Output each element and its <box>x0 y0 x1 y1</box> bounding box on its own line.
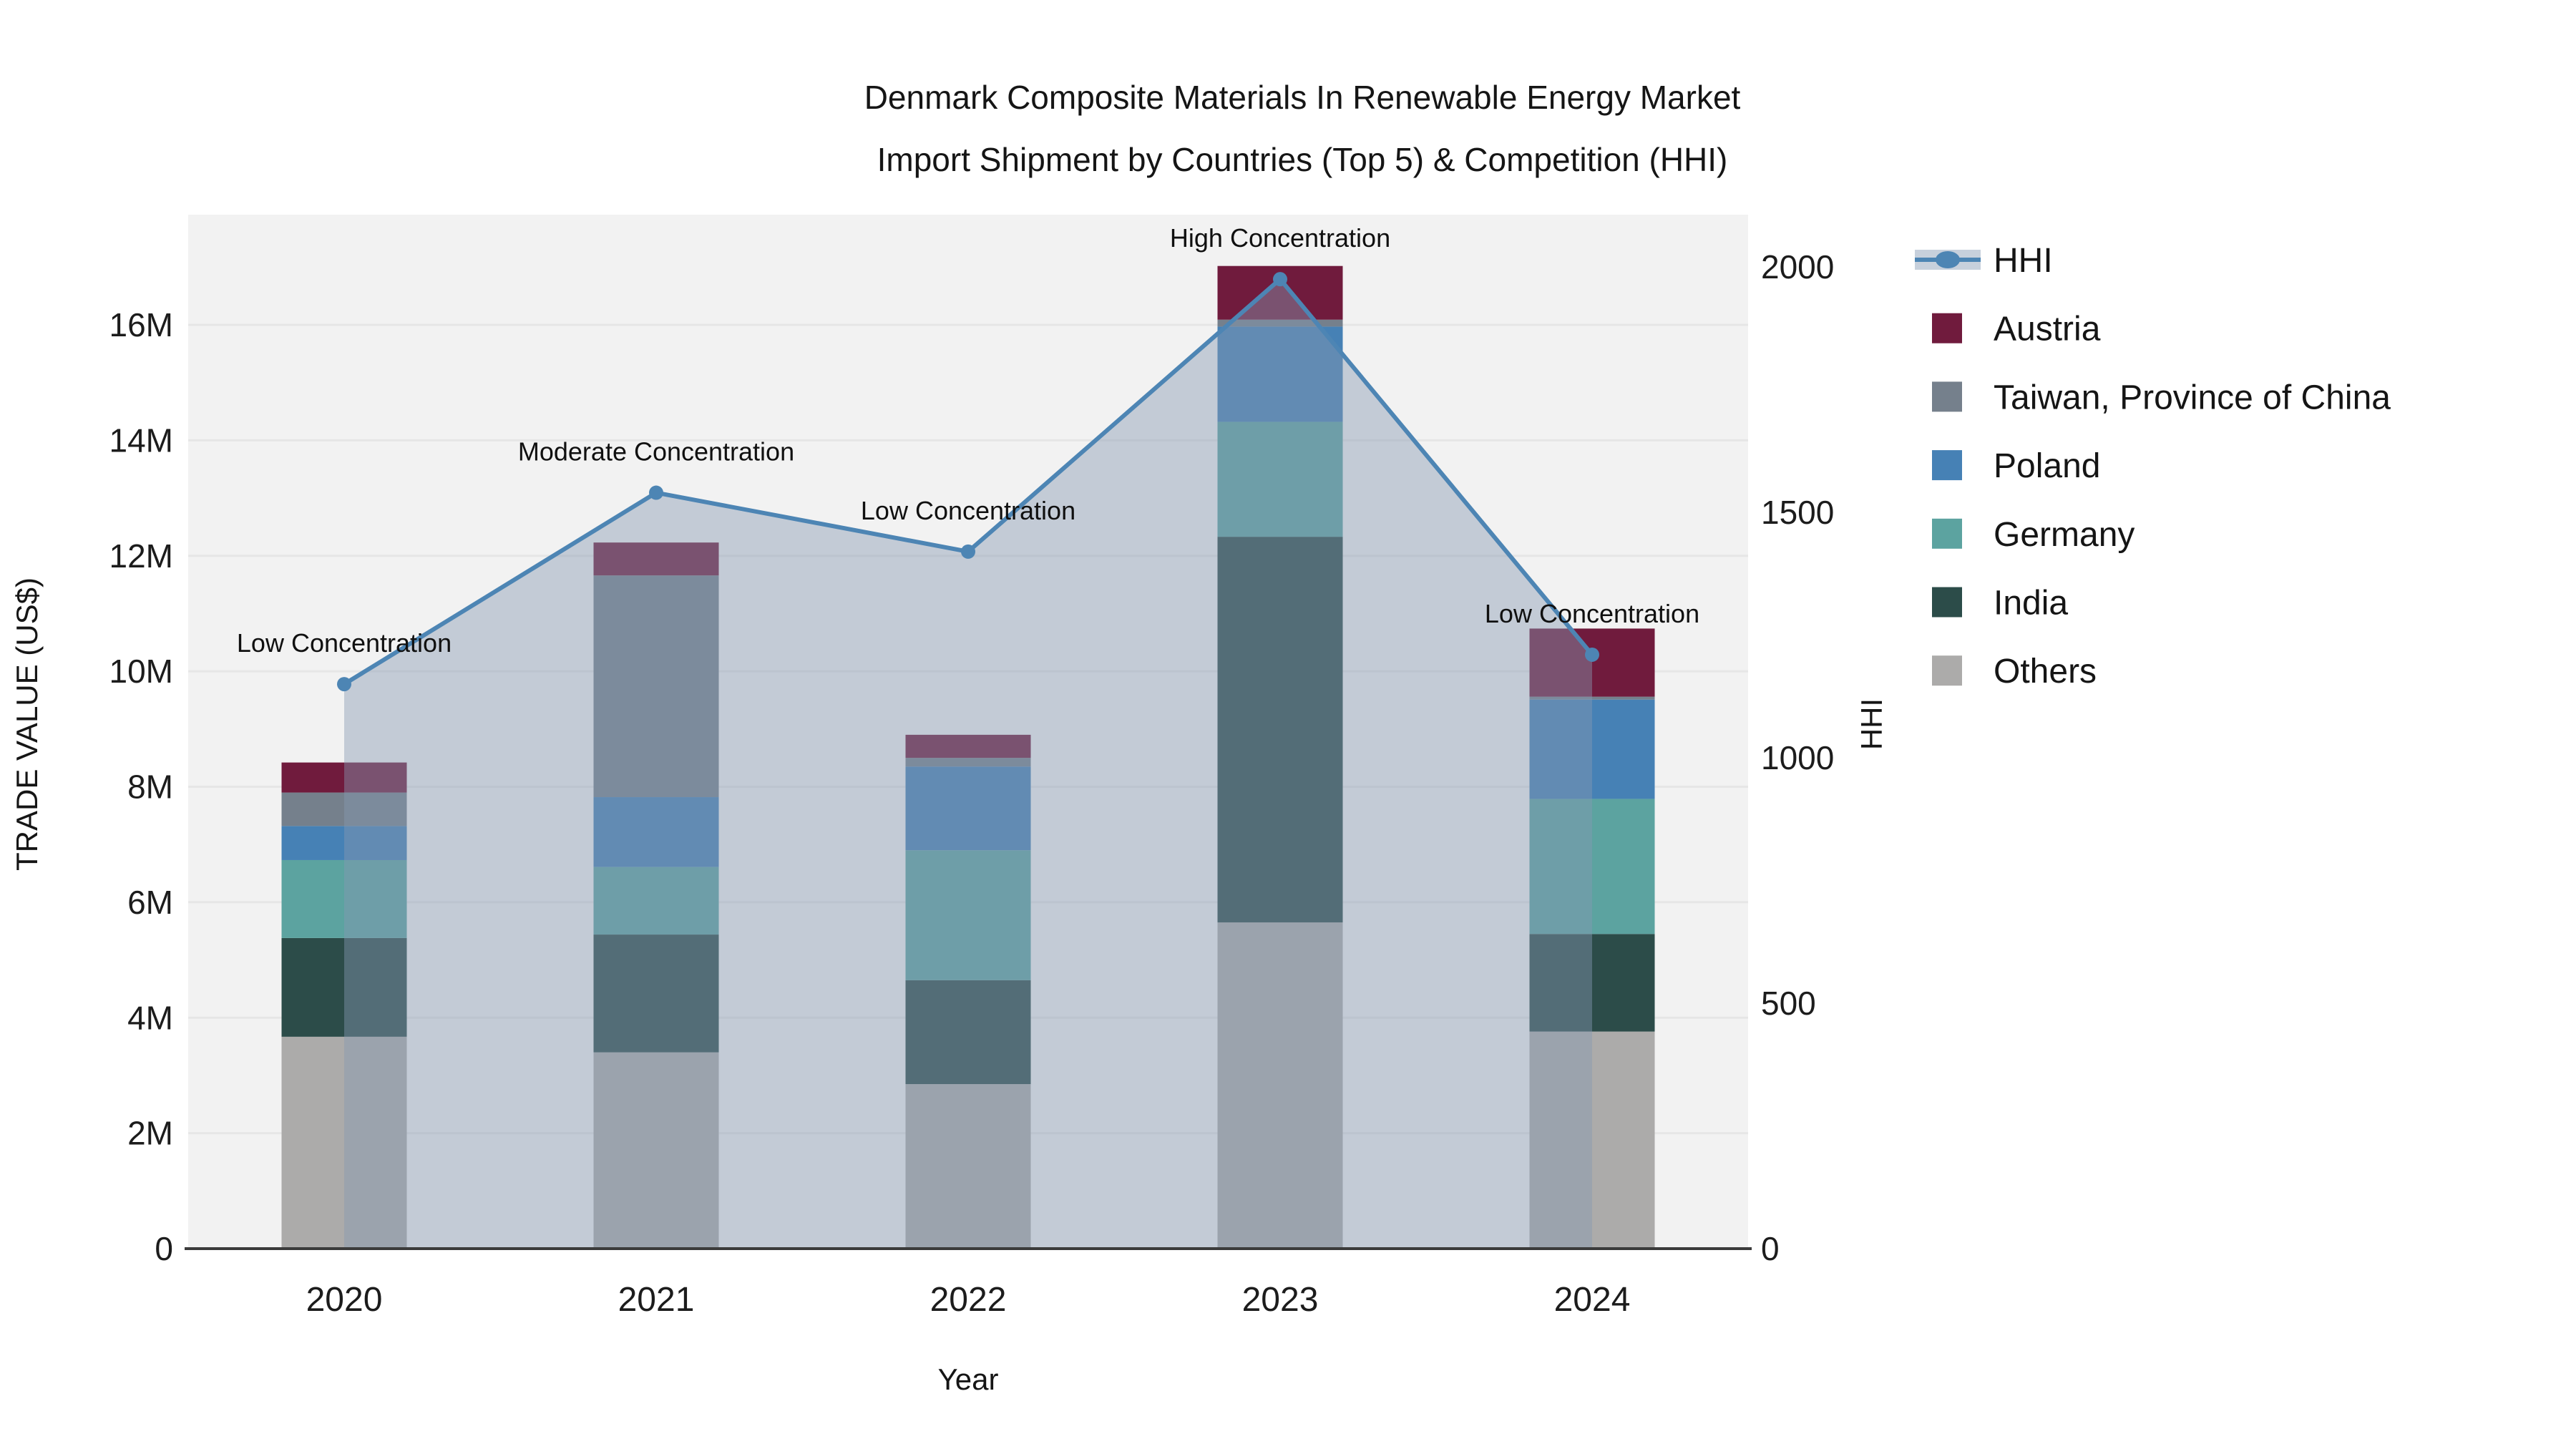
legend-item-poland[interactable]: Poland <box>1932 447 2100 485</box>
bar-segment-germany <box>1529 799 1655 935</box>
y-right-tick-label: 500 <box>1761 985 1816 1022</box>
y-left-tick-label: 12M <box>109 537 173 575</box>
bar-segment-germany <box>593 867 719 935</box>
bar-segment-others <box>281 1036 407 1249</box>
y-left-tick-label: 6M <box>127 884 173 921</box>
bar-segment-taiwan-province-of-china <box>593 575 719 798</box>
bar-segment-germany <box>905 850 1031 980</box>
y-axis-left-title: TRADE VALUE (US$) <box>10 577 44 871</box>
bar-segment-taiwan-province-of-china <box>281 792 407 826</box>
hhi-annotations: Low Concentration Moderate Concentration L… <box>237 223 1699 658</box>
bar-segment-india <box>281 937 407 1037</box>
hhi-marker <box>961 544 975 559</box>
legend: HHI Austria Taiwan, Province of China Polan… <box>1915 242 2391 691</box>
y-left-tick-label: 0 <box>155 1230 173 1267</box>
legend-swatch <box>1932 587 1962 618</box>
bar-segment-poland <box>1217 326 1343 422</box>
legend-item-taiwan-province-of-china[interactable]: Taiwan, Province of China <box>1932 379 2391 416</box>
y-right-tick-label: 1500 <box>1761 494 1834 531</box>
y-axis-right-title: HHI <box>1855 698 1888 750</box>
y-left-tick-label: 14M <box>109 421 173 459</box>
y-left-tick-label: 8M <box>127 769 173 806</box>
bar-segment-taiwan-province-of-china <box>905 758 1031 767</box>
bar-segment-india <box>1529 934 1655 1032</box>
bar-segment-austria <box>905 734 1031 758</box>
bar-segment-others <box>905 1084 1031 1249</box>
bar-segment-others <box>1529 1031 1655 1249</box>
bar-segment-austria <box>1529 628 1655 697</box>
legend-hhi-marker <box>1936 251 1960 268</box>
x-tick-label: 2021 <box>618 1281 695 1319</box>
hhi-annotation: Moderate Concentration <box>518 437 794 467</box>
y-right-tick-label: 2000 <box>1761 248 1834 286</box>
legend-label: Taiwan, Province of China <box>1994 379 2391 416</box>
legend-label: Others <box>1994 653 2097 691</box>
bar-segment-poland <box>1529 699 1655 799</box>
x-tick-label: 2024 <box>1554 1281 1631 1319</box>
legend-item-austria[interactable]: Austria <box>1932 311 2101 348</box>
hhi-marker <box>649 485 663 500</box>
hhi-marker <box>337 677 351 692</box>
legend-label: Austria <box>1994 311 2101 348</box>
bar-segment-austria <box>593 542 719 576</box>
bar-segment-others <box>1217 922 1343 1249</box>
hhi-marker <box>1585 647 1599 662</box>
legend-swatch <box>1932 655 1962 686</box>
legend-swatch <box>1932 518 1962 549</box>
y-right-tick-label: 0 <box>1761 1230 1780 1267</box>
y-left-tick-label: 10M <box>109 653 173 690</box>
bar-segment-taiwan-province-of-china <box>1529 696 1655 700</box>
legend-label: HHI <box>1994 242 2053 280</box>
chart-title-line1: Denmark Composite Materials In Renewable… <box>864 79 1741 116</box>
y-left-tick-label: 2M <box>127 1115 173 1152</box>
hhi-annotation: Low Concentration <box>237 628 452 658</box>
y-axis-left-ticks: 0 2M 4M 6M 8M 10M 12M 14M 16M <box>109 306 173 1267</box>
hhi-annotation: Low Concentration <box>861 496 1075 525</box>
x-tick-label: 2023 <box>1242 1281 1319 1319</box>
legend-swatch <box>1932 381 1962 412</box>
legend-item-hhi[interactable]: HHI <box>1915 242 2053 280</box>
hhi-area-fill <box>344 279 1592 1249</box>
hhi-marker <box>1273 272 1287 287</box>
legend-label: Germany <box>1994 516 2135 554</box>
bar-segment-india <box>593 935 719 1053</box>
legend-swatch <box>1932 450 1962 481</box>
bar-segment-poland <box>593 797 719 867</box>
bar-segment-poland <box>281 826 407 860</box>
legend-item-germany[interactable]: Germany <box>1932 516 2135 554</box>
stacked-bars <box>281 265 1655 1249</box>
x-axis-title: Year <box>938 1362 999 1396</box>
bar-segment-germany <box>1217 421 1343 537</box>
legend-label: Poland <box>1994 447 2100 485</box>
legend-label: India <box>1994 585 2068 623</box>
hhi-annotation: High Concentration <box>1170 223 1390 253</box>
hhi-line <box>337 272 1599 692</box>
x-axis-ticks: 2020 2021 2022 2023 2024 <box>306 1281 1631 1319</box>
bar-segment-germany <box>281 859 407 938</box>
bar-segment-austria <box>281 762 407 793</box>
x-tick-label: 2020 <box>306 1281 383 1319</box>
bar-segment-india <box>1217 537 1343 923</box>
y-axis-right-ticks: 0 500 1000 1500 2000 <box>1761 248 1834 1267</box>
y-left-tick-label: 4M <box>127 999 173 1036</box>
chart-title-line2: Import Shipment by Countries (Top 5) & C… <box>877 141 1728 178</box>
legend-item-india[interactable]: India <box>1932 585 2068 623</box>
bar-segment-taiwan-province-of-china <box>1217 319 1343 327</box>
y-left-tick-label: 16M <box>109 306 173 343</box>
bar-segment-poland <box>905 766 1031 851</box>
legend-swatch <box>1932 313 1962 343</box>
y-right-tick-label: 1000 <box>1761 739 1834 776</box>
hhi-area-polygon <box>344 279 1592 1249</box>
hhi-annotation: Low Concentration <box>1485 599 1699 628</box>
bar-segment-india <box>905 980 1031 1085</box>
legend-item-others[interactable]: Others <box>1932 653 2097 691</box>
x-tick-label: 2022 <box>930 1281 1007 1319</box>
bar-segment-others <box>593 1052 719 1249</box>
